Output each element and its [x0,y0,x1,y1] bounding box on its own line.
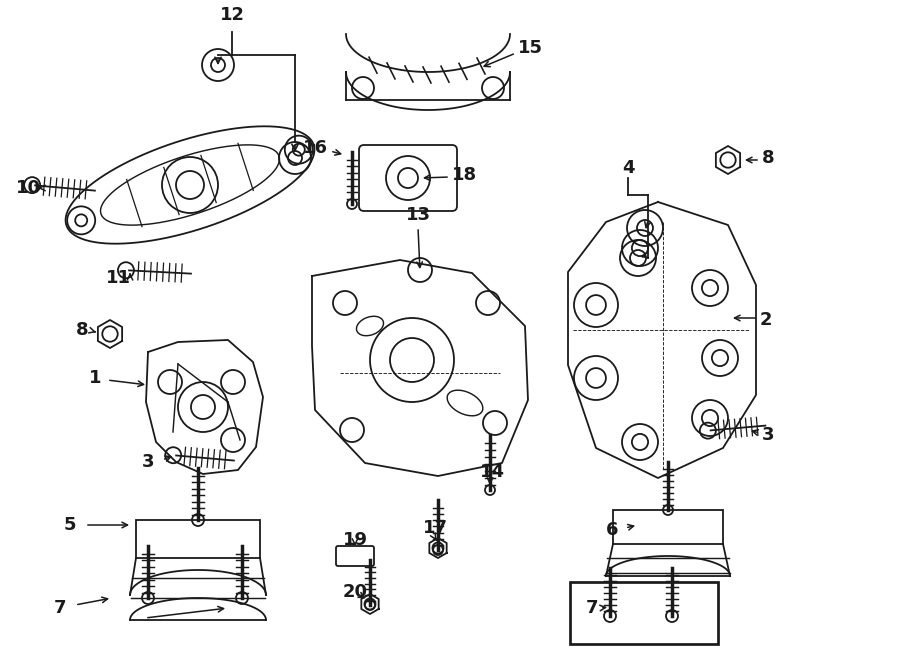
Text: 20: 20 [343,583,367,601]
Text: 7: 7 [54,599,67,617]
Text: 2: 2 [760,311,772,329]
Text: 3: 3 [142,453,154,471]
Text: 12: 12 [220,6,245,24]
Text: 6: 6 [606,521,618,539]
Text: 11: 11 [105,269,130,287]
Text: 15: 15 [518,39,543,57]
Text: 7: 7 [586,599,598,617]
Text: 17: 17 [422,519,447,537]
Bar [570,582,718,644]
Text: 8: 8 [762,149,775,167]
Text: 1: 1 [89,369,101,387]
Text: 18: 18 [452,166,477,184]
Text: 10: 10 [15,179,40,197]
Text: 4: 4 [622,159,634,177]
Text: 13: 13 [406,206,430,224]
Text: 19: 19 [343,531,367,549]
Text: 16: 16 [302,139,328,157]
Text: 5: 5 [64,516,76,534]
Text: 14: 14 [480,463,505,481]
Bar [136,520,260,558]
Bar [613,510,723,544]
Text: 3: 3 [762,426,775,444]
Text: 8: 8 [76,321,88,339]
